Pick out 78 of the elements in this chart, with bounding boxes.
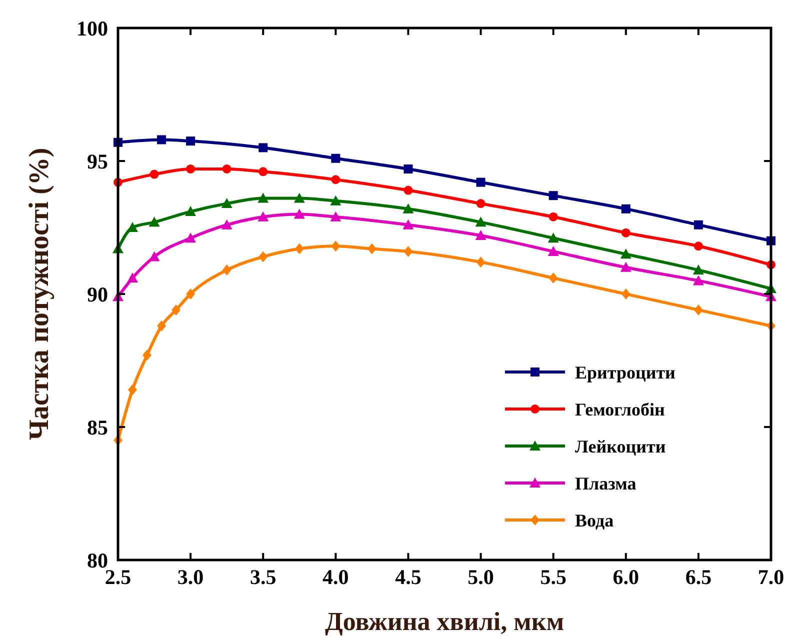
point	[157, 320, 166, 332]
x-tick-label: 5.5	[540, 565, 566, 589]
point	[128, 384, 138, 396]
point	[475, 216, 486, 227]
point	[694, 220, 703, 230]
x-axis-title: Довжина хвилі, мкм	[324, 607, 564, 636]
point	[694, 304, 703, 316]
point	[692, 275, 704, 286]
point	[150, 170, 159, 179]
legend-label: Гемоглобін	[575, 399, 665, 420]
x-tick-label: 4.0	[322, 565, 349, 589]
point	[127, 272, 138, 283]
point	[142, 350, 152, 361]
y-tick-label: 90	[87, 282, 108, 306]
point	[330, 211, 342, 222]
point	[621, 228, 630, 238]
point	[258, 192, 269, 203]
point	[221, 198, 232, 208]
point	[258, 211, 269, 222]
point	[331, 154, 340, 163]
point	[330, 195, 342, 206]
point	[620, 248, 632, 259]
point	[172, 304, 181, 316]
point	[186, 136, 196, 146]
point	[621, 288, 630, 300]
point	[222, 164, 232, 174]
point	[258, 167, 268, 176]
point	[185, 232, 196, 243]
legend-label: Вода	[575, 510, 614, 530]
y-axis-title: Частка потужності (%)	[24, 148, 55, 440]
point	[294, 243, 304, 254]
x-tick-label: 4.5	[395, 565, 422, 589]
point	[294, 208, 305, 219]
point	[222, 264, 232, 276]
point	[157, 135, 166, 144]
point	[186, 164, 196, 174]
point	[692, 264, 704, 275]
point	[548, 212, 558, 222]
point	[221, 219, 232, 230]
point	[621, 204, 630, 214]
legend-label: Плазма	[575, 473, 636, 494]
legend-label: Еритроцити	[575, 362, 676, 382]
point	[331, 240, 340, 252]
point	[404, 186, 413, 195]
y-tick-label: 100	[76, 16, 108, 40]
x-tick-label: 6.0	[612, 565, 640, 589]
point	[402, 203, 414, 214]
point	[185, 206, 196, 216]
x-tick-label: 7.0	[758, 565, 784, 589]
x-tick-label: 3.0	[177, 565, 204, 589]
y-tick-label: 95	[87, 149, 108, 174]
point	[475, 230, 486, 240]
point	[258, 251, 268, 262]
point	[548, 232, 559, 243]
point	[404, 246, 413, 257]
point	[402, 219, 414, 230]
point	[148, 251, 160, 262]
point	[548, 272, 558, 284]
point	[476, 256, 486, 268]
point	[476, 199, 486, 208]
point	[548, 246, 559, 256]
point	[367, 243, 376, 254]
point	[331, 175, 340, 184]
point	[694, 242, 703, 251]
legend-label: Лейкоцити	[575, 436, 666, 456]
point	[148, 216, 160, 227]
x-tick-label: 5.0	[468, 565, 494, 589]
y-tick-label: 85	[87, 415, 108, 440]
point	[476, 178, 486, 187]
point	[258, 143, 268, 152]
point	[294, 192, 305, 203]
point	[127, 222, 138, 232]
point	[548, 191, 558, 200]
x-tick-label: 3.5	[250, 565, 276, 589]
point	[620, 262, 632, 272]
point	[186, 288, 196, 300]
x-tick-label: 6.5	[685, 565, 712, 589]
point	[404, 164, 413, 174]
